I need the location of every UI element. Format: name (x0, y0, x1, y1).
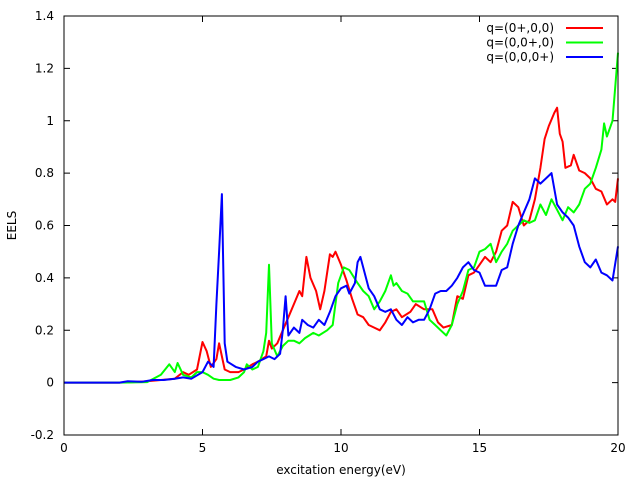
x-tick-label: 20 (610, 441, 625, 455)
y-tick-label: 1 (46, 114, 54, 128)
y-tick-label: 0.6 (35, 219, 54, 233)
y-tick-label: 1.4 (35, 9, 54, 23)
y-tick-label: 0.4 (35, 271, 54, 285)
legend: q=(0+,0,0)q=(0,0+,0)q=(0,0,0+) (486, 21, 603, 64)
legend-label-3: q=(0,0,0+) (486, 50, 554, 64)
x-axis-title: excitation energy(eV) (276, 463, 406, 477)
axis-ticks (63, 15, 619, 436)
x-tick-label: 5 (199, 441, 207, 455)
plot-frame (63, 15, 619, 436)
y-tick-label: 1.2 (35, 61, 54, 75)
series-line-1 (64, 106, 619, 384)
series-layer (64, 52, 619, 384)
series-line-3 (64, 172, 619, 384)
y-tick-label: 0 (46, 376, 54, 390)
y-tick-label: -0.2 (31, 428, 54, 442)
y-tick-label: 0.2 (35, 323, 54, 337)
series-line-2 (64, 52, 619, 384)
x-tick-label: 15 (472, 441, 487, 455)
legend-label-2: q=(0,0+,0) (486, 36, 554, 50)
tick-labels: 0 5 10 15 20 -0.2 0 0.2 0.4 0.6 0.8 1 1.2 1.4 (31, 9, 626, 455)
legend-label-1: q=(0+,0,0) (486, 21, 554, 35)
x-tick-label: 0 (60, 441, 68, 455)
y-tick-label: 0.8 (35, 166, 54, 180)
x-tick-label: 10 (333, 441, 348, 455)
y-axis-title: EELS (5, 211, 19, 240)
